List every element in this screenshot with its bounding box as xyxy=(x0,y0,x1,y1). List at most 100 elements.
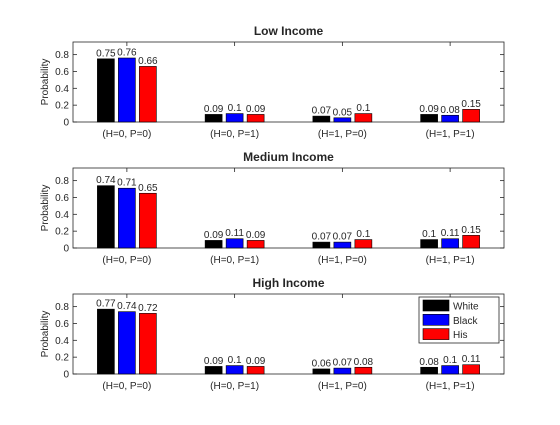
chart-title: Low Income xyxy=(254,24,324,38)
x-tick-label: (H=0, P=0) xyxy=(102,129,151,140)
y-tick-label: 0 xyxy=(63,118,69,129)
data-label: 0.07 xyxy=(312,106,332,117)
y-axis-label: Probability xyxy=(40,59,51,106)
data-label: 0.1 xyxy=(356,103,370,114)
data-label: 0.15 xyxy=(461,225,481,236)
x-tick-label: (H=1, P=0) xyxy=(318,129,367,140)
data-label: 0.1 xyxy=(356,229,370,240)
bar-his-3 xyxy=(354,239,373,249)
legend-label-his: His xyxy=(453,330,467,341)
x-tick-label: (H=0, P=1) xyxy=(210,129,259,140)
chart-title: High Income xyxy=(252,276,324,290)
y-tick-label: 0.8 xyxy=(55,302,69,313)
subplot-2: Medium Income Probability 0 0.2 0.4 0.6 0.8 (H=… xyxy=(40,150,505,266)
legend-swatch-his xyxy=(422,328,450,340)
bar-white-1 xyxy=(97,58,115,123)
bar-his-2 xyxy=(246,240,265,249)
bar-white-4 xyxy=(420,114,438,123)
legend-swatch-white xyxy=(422,299,450,312)
data-label: 0.65 xyxy=(138,183,158,194)
data-label: 0.08 xyxy=(440,105,460,116)
y-axis-label: Probability xyxy=(40,185,51,232)
bar-his-4 xyxy=(462,235,480,249)
bar-white-3 xyxy=(312,368,331,375)
data-label: 0.72 xyxy=(138,303,158,314)
data-label: 0.75 xyxy=(96,48,116,59)
y-tick-label: 0.2 xyxy=(55,227,69,238)
bar-white-3 xyxy=(312,241,331,249)
bar-black-1 xyxy=(118,311,136,375)
bar-white-2 xyxy=(204,240,223,249)
y-tick-label: 0.4 xyxy=(55,336,69,347)
x-tick-label: (H=1, P=1) xyxy=(426,255,475,266)
data-label: 0.74 xyxy=(117,301,137,312)
bar-white-1 xyxy=(97,185,115,249)
bar-white-2 xyxy=(204,366,223,375)
bar-black-1 xyxy=(118,57,136,123)
bar-white-4 xyxy=(420,366,438,375)
bar-black-2 xyxy=(225,113,244,123)
x-tick-label: (H=1, P=0) xyxy=(318,381,367,392)
y-tick-label: 0.4 xyxy=(55,84,69,95)
legend-label-black: Black xyxy=(453,316,478,327)
bar-his-3 xyxy=(354,113,373,123)
bar-his-3 xyxy=(354,366,373,375)
data-label: 0.1 xyxy=(228,103,242,114)
data-label: 0.08 xyxy=(354,357,374,368)
subplot-3: High Income Probability 0 0.2 0.4 0.6 0.8 (H=0,… xyxy=(40,276,505,392)
data-label: 0.09 xyxy=(246,356,266,367)
x-tick-label: (H=1, P=1) xyxy=(426,381,475,392)
y-tick-label: 0.4 xyxy=(55,210,69,221)
x-tick-label: (H=0, P=1) xyxy=(210,381,259,392)
data-label: 0.15 xyxy=(461,99,481,110)
x-tick-label: (H=0, P=1) xyxy=(210,255,259,266)
y-tick-label: 0.6 xyxy=(55,319,69,330)
bar-his-4 xyxy=(462,109,480,123)
bar-white-1 xyxy=(97,308,115,375)
data-label: 0.71 xyxy=(117,178,137,189)
bar-white-3 xyxy=(312,115,331,123)
bar-his-1 xyxy=(139,192,157,249)
bar-white-2 xyxy=(204,114,223,123)
data-label: 0.08 xyxy=(419,357,439,368)
y-tick-label: 0.6 xyxy=(55,193,69,204)
x-tick-label: (H=1, P=0) xyxy=(318,255,367,266)
y-tick-label: 0 xyxy=(63,244,69,255)
bar-black-3 xyxy=(333,117,352,123)
bar-black-4 xyxy=(441,365,459,375)
data-label: 0.1 xyxy=(422,229,436,240)
data-label: 0.77 xyxy=(96,299,116,310)
y-tick-label: 0.2 xyxy=(55,353,69,364)
bar-his-1 xyxy=(139,313,157,375)
bar-black-3 xyxy=(333,241,352,249)
chart-title: Medium Income xyxy=(243,150,334,164)
data-label: 0.1 xyxy=(443,355,457,366)
y-tick-label: 0 xyxy=(63,370,69,381)
y-axis-label: Probability xyxy=(40,311,51,358)
data-label: 0.07 xyxy=(312,232,332,243)
bar-black-4 xyxy=(441,238,459,249)
bar-black-2 xyxy=(225,365,244,375)
legend-swatch-black xyxy=(422,313,450,326)
x-tick-label: (H=0, P=0) xyxy=(102,381,151,392)
bar-black-4 xyxy=(441,114,459,123)
bar-black-1 xyxy=(118,187,136,249)
data-label: 0.11 xyxy=(441,228,460,239)
y-tick-label: 0.6 xyxy=(55,67,69,78)
legend: White Black His xyxy=(418,296,500,344)
data-label: 0.66 xyxy=(138,56,158,67)
data-label: 0.06 xyxy=(312,358,332,369)
bar-his-4 xyxy=(462,364,480,375)
data-label: 0.07 xyxy=(333,358,353,369)
bar-his-2 xyxy=(246,366,265,375)
data-label: 0.11 xyxy=(225,228,244,239)
data-label: 0.1 xyxy=(228,355,242,366)
data-label: 0.09 xyxy=(204,230,224,241)
data-label: 0.11 xyxy=(462,354,481,365)
data-label: 0.09 xyxy=(204,356,224,367)
plot-area xyxy=(72,167,505,249)
legend-label-white: White xyxy=(453,302,479,313)
bar-his-1 xyxy=(139,66,157,123)
